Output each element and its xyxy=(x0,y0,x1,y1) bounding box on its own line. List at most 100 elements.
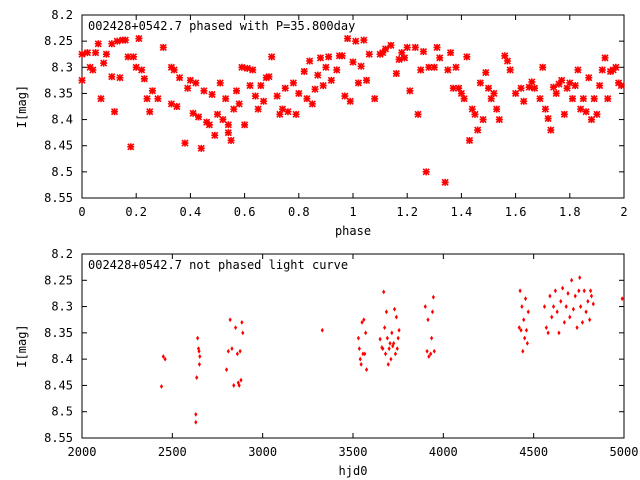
data-point xyxy=(224,121,232,129)
data-point xyxy=(521,348,525,354)
data-point xyxy=(577,105,585,113)
data-point xyxy=(100,59,108,67)
data-point xyxy=(395,346,399,352)
data-point xyxy=(292,110,300,118)
data-point xyxy=(376,50,384,58)
data-point xyxy=(232,383,236,388)
data-point xyxy=(173,102,181,111)
data-point xyxy=(463,53,471,61)
y-tick-label: 8.35 xyxy=(44,86,73,100)
data-point xyxy=(490,89,498,97)
data-point xyxy=(517,84,525,92)
data-point xyxy=(417,66,425,74)
data-point xyxy=(289,79,297,87)
data-point xyxy=(593,110,601,118)
data-point xyxy=(181,139,189,147)
data-point xyxy=(528,78,536,86)
x-tick-label: 4500 xyxy=(519,445,548,459)
data-point xyxy=(539,63,547,71)
data-point xyxy=(360,319,364,325)
data-point xyxy=(601,54,609,62)
data-point xyxy=(588,317,592,323)
data-point xyxy=(238,63,246,71)
data-point xyxy=(392,69,400,78)
data-point xyxy=(471,110,479,118)
data-point xyxy=(562,319,566,325)
data-point xyxy=(552,89,560,97)
chart-title: 002428+0542.7 not phased light curve xyxy=(88,258,348,272)
data-point xyxy=(566,79,574,87)
data-point xyxy=(452,63,460,71)
data-point xyxy=(384,309,389,315)
data-point xyxy=(557,330,561,336)
data-point xyxy=(97,95,105,103)
data-point xyxy=(314,71,322,79)
data-point xyxy=(563,84,571,92)
data-point xyxy=(352,37,360,45)
data-point xyxy=(383,325,387,330)
data-point xyxy=(276,110,284,118)
data-point xyxy=(444,66,452,74)
data-point xyxy=(506,66,514,74)
data-point xyxy=(382,289,386,295)
data-point xyxy=(320,327,324,333)
y-tick-label: 8.25 xyxy=(44,273,73,287)
data-point xyxy=(356,335,361,341)
data-point xyxy=(441,178,449,186)
data-point xyxy=(579,304,583,309)
data-point xyxy=(249,66,257,74)
data-point xyxy=(163,356,167,362)
data-point xyxy=(124,53,132,61)
data-point xyxy=(612,63,620,71)
chart-title: 002428+0542.7 phased with P=35.800day xyxy=(88,19,355,33)
data-point xyxy=(588,288,593,294)
y-tick-label: 8.2 xyxy=(51,247,73,261)
data-point xyxy=(228,317,232,323)
data-point xyxy=(493,105,501,113)
data-point xyxy=(78,76,86,84)
y-axis-label: I[mag] xyxy=(15,324,29,367)
data-point xyxy=(379,49,387,57)
data-point xyxy=(387,41,395,49)
data-point xyxy=(419,48,428,56)
data-point xyxy=(544,325,548,330)
x-tick-label: 1.8 xyxy=(559,205,581,219)
data-point xyxy=(484,84,493,92)
data-point xyxy=(582,288,586,294)
data-point xyxy=(553,288,557,294)
data-point xyxy=(403,43,411,51)
data-point xyxy=(460,95,468,103)
data-point xyxy=(482,68,490,77)
data-point xyxy=(517,325,521,330)
y-tick-label: 8.45 xyxy=(44,378,73,392)
data-point xyxy=(520,97,528,105)
data-point xyxy=(273,92,281,100)
data-point xyxy=(224,367,229,373)
data-point xyxy=(278,105,287,113)
data-point xyxy=(208,90,216,99)
x-tick-label: 0.8 xyxy=(288,205,310,219)
data-point xyxy=(436,54,444,62)
data-point xyxy=(260,97,268,105)
data-point xyxy=(582,108,590,116)
data-point xyxy=(224,129,232,137)
data-point xyxy=(430,63,438,71)
x-axis-label: phase xyxy=(335,224,371,238)
data-point xyxy=(429,351,433,357)
y-tick-label: 8.5 xyxy=(51,405,73,419)
data-point xyxy=(230,346,234,352)
data-point xyxy=(135,34,143,43)
y-tick-label: 8.4 xyxy=(51,352,73,366)
data-point xyxy=(573,293,577,299)
data-point xyxy=(546,330,550,336)
data-point xyxy=(189,109,197,117)
data-point xyxy=(333,66,341,74)
data-point xyxy=(354,79,362,87)
data-point xyxy=(254,105,262,113)
data-point xyxy=(197,144,205,152)
phased-light-curve-panel: 002428+0542.7 phased with P=35.800day ph… xyxy=(15,8,628,238)
data-point xyxy=(422,168,430,176)
data-point xyxy=(575,325,579,330)
data-point xyxy=(89,66,97,74)
data-point xyxy=(406,87,414,95)
